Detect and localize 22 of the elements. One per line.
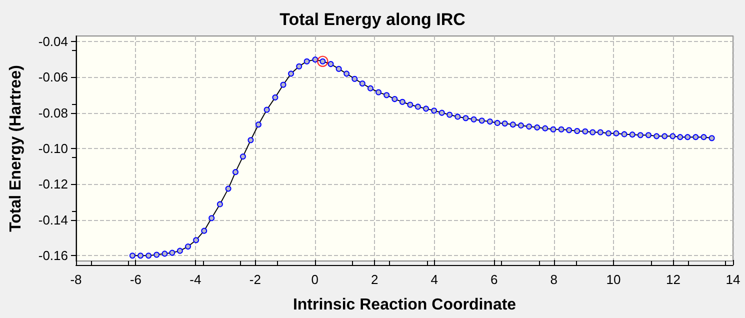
x-tick-label: -4 — [190, 272, 202, 287]
x-tick-label: 10 — [606, 272, 621, 287]
y-tick-label: -0.10 — [38, 141, 68, 156]
y-axis-title: Total Energy (Hartree) — [8, 65, 24, 232]
y-tick-label: -0.14 — [38, 212, 68, 228]
x-tick-label: 4 — [430, 272, 438, 287]
x-tick-label: 0 — [311, 272, 319, 287]
x-tick-label: -8 — [70, 272, 82, 287]
x-tick-label: 12 — [666, 272, 681, 287]
chart-title: Total Energy along IRC — [280, 10, 466, 29]
y-tick-label: -0.08 — [38, 105, 68, 120]
x-tick-label: -2 — [249, 272, 261, 287]
y-tick-label: -0.04 — [38, 34, 68, 49]
x-tick-label: 8 — [550, 272, 558, 287]
y-tick-label: -0.12 — [38, 176, 68, 192]
y-tick-label: -0.06 — [38, 70, 68, 85]
y-tick-label: -0.16 — [38, 248, 68, 264]
x-tick-label: 14 — [726, 272, 740, 287]
x-tick-label: 6 — [490, 272, 498, 287]
x-axis-title: Intrinsic Reaction Coordinate — [292, 296, 516, 314]
x-tick-label: -6 — [130, 272, 142, 287]
x-tick-label: 2 — [371, 272, 378, 287]
